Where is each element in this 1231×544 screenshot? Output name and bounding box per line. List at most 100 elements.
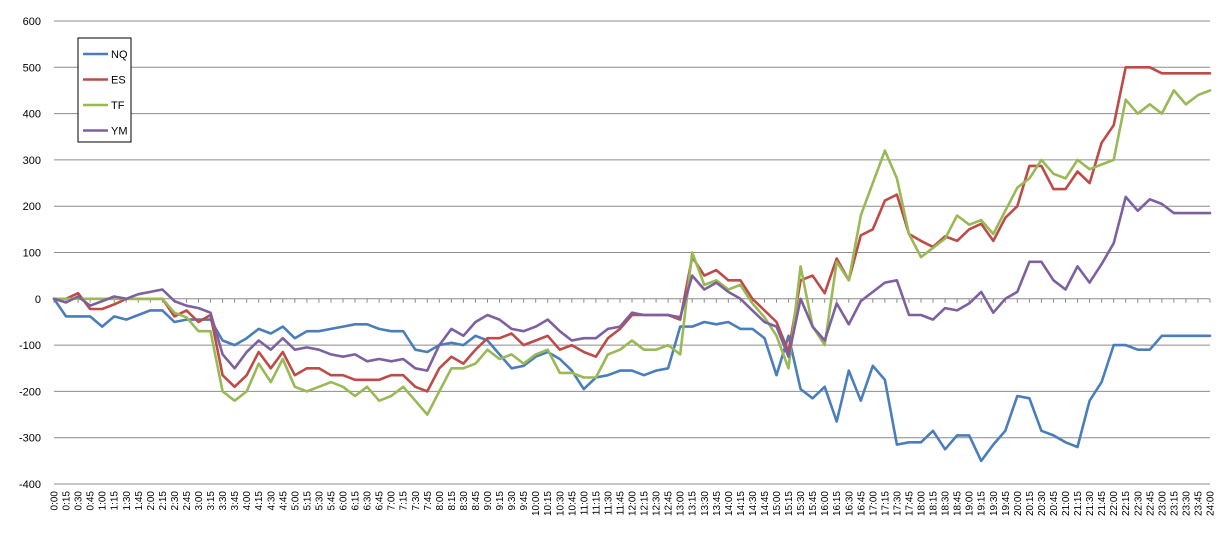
x-tick-label: 2:00: [146, 491, 157, 511]
series-lines: [52, 66, 1212, 463]
x-tick-label: 2:30: [170, 491, 181, 511]
x-tick-label: 0:00: [50, 491, 61, 511]
x-tick-label: 8:45: [471, 491, 482, 511]
y-tick-label: 500: [23, 62, 41, 74]
x-tick-label: 5:15: [302, 491, 313, 511]
x-tick-label: 17:00: [868, 491, 879, 516]
legend-label-es: ES: [111, 75, 126, 87]
x-tick-label: 15:00: [772, 491, 783, 516]
x-tick-label: 16:30: [844, 491, 855, 516]
x-tick-label: 6:30: [363, 491, 374, 511]
x-tick-label: 12:15: [640, 491, 651, 516]
x-tick-label: 21:15: [1073, 491, 1084, 516]
x-tick-label: 18:45: [953, 491, 964, 516]
x-tick-label: 11:45: [615, 491, 626, 516]
x-tick-label: 20:00: [1013, 491, 1024, 516]
x-tick-label: 16:00: [820, 491, 831, 516]
x-tick-label: 11:30: [603, 491, 614, 516]
x-tick-label: 0:45: [86, 491, 97, 511]
x-tick-label: 4:00: [242, 491, 253, 511]
series-line-tf: [52, 89, 1212, 416]
x-tick-label: 22:30: [1133, 491, 1144, 516]
x-tick-label: 14:30: [748, 491, 759, 516]
y-tick-label: 400: [23, 109, 41, 121]
x-tick-label: 6:00: [339, 491, 350, 511]
x-tick-label: 9:30: [507, 491, 518, 511]
legend: NQ ES TF YM: [77, 37, 132, 143]
x-tick-label: 17:30: [892, 491, 903, 516]
x-tick-label: 9:00: [483, 491, 494, 511]
x-tick-label: 10:15: [543, 491, 554, 516]
x-tick-label: 8:15: [447, 491, 458, 511]
x-tick-label: 20:15: [1025, 491, 1036, 516]
x-tick-label: 7:00: [387, 491, 398, 511]
x-tick-label: 24:00: [1206, 491, 1217, 516]
x-tick-label: 16:15: [832, 491, 843, 516]
x-tick-label: 17:45: [904, 491, 915, 516]
legend-label-ym: YM: [111, 126, 128, 138]
x-tick-label: 10:00: [531, 491, 542, 516]
x-tick-label: 15:30: [796, 491, 807, 516]
x-tick-label: 1:45: [134, 491, 145, 511]
x-tick-label: 21:30: [1085, 491, 1096, 516]
x-tick-label: 22:00: [1109, 491, 1120, 516]
x-tick-label: 21:45: [1097, 491, 1108, 516]
legend-label-tf: TF: [111, 100, 125, 112]
x-tick-label: 13:45: [712, 491, 723, 516]
x-tick-label: 12:45: [664, 491, 675, 516]
x-tick-label: 4:45: [278, 491, 289, 511]
x-tick-label: 19:30: [989, 491, 1000, 516]
x-tick-label: 20:45: [1049, 491, 1060, 516]
x-tick-label: 6:45: [375, 491, 386, 511]
x-tick-label: 13:00: [676, 491, 687, 516]
x-tick-label: 10:45: [567, 491, 578, 516]
legend-box: [77, 37, 132, 143]
y-tick-label: 600: [23, 16, 41, 28]
x-tick-label: 4:15: [254, 491, 265, 511]
series-line-nq: [52, 297, 1212, 463]
x-tick-label: 13:15: [688, 491, 699, 516]
x-tick-label: 22:15: [1121, 491, 1132, 516]
y-tick-label: -300: [19, 433, 41, 445]
y-tick-label: -400: [19, 479, 41, 491]
y-tick-label: -200: [19, 386, 41, 398]
x-tick-label: 23:15: [1169, 491, 1180, 516]
x-tick-label: 18:00: [917, 491, 928, 516]
x-tick-label: 10:30: [555, 491, 566, 516]
x-tick-label: 0:30: [74, 491, 85, 511]
x-tick-label: 14:15: [736, 491, 747, 516]
x-tick-label: 0:15: [62, 491, 73, 511]
x-tick-label: 2:15: [158, 491, 169, 511]
x-tick-label: 7:15: [399, 491, 410, 511]
y-tick-label: -100: [19, 340, 41, 352]
x-tick-label: 11:15: [591, 491, 602, 516]
y-tick-label: 200: [23, 201, 41, 213]
y-tick-label: 0: [35, 294, 41, 306]
x-tick-label: 17:15: [880, 491, 891, 516]
series-line-ym: [52, 195, 1212, 372]
x-tick-label: 5:00: [290, 491, 301, 511]
x-tick-label: 8:00: [435, 491, 446, 511]
x-tick-label: 2:45: [182, 491, 193, 511]
x-tick-label: 5:30: [314, 491, 325, 511]
x-tick-label: 21:00: [1061, 491, 1072, 516]
x-tick-label: 1:15: [110, 491, 121, 511]
x-tick-label: 6:15: [351, 491, 362, 511]
x-tick-label: 9:15: [495, 491, 506, 511]
x-tick-label: 16:45: [856, 491, 867, 516]
x-tick-label: 7:45: [423, 491, 434, 511]
x-tick-label: 7:30: [411, 491, 422, 511]
x-tick-label: 4:30: [266, 491, 277, 511]
x-tick-label: 3:45: [230, 491, 241, 511]
x-tick-label: 3:15: [206, 491, 217, 511]
x-tick-label: 18:15: [929, 491, 940, 516]
x-tick-label: 23:30: [1181, 491, 1192, 516]
x-tick-label: 20:30: [1037, 491, 1048, 516]
x-tick-label: 19:15: [977, 491, 988, 516]
x-tick-label: 3:30: [218, 491, 229, 511]
y-axis-tick-labels: -400 -300 -200 -100 0 100 200 300 400 500 600: [19, 16, 41, 491]
x-tick-label: 15:15: [784, 491, 795, 516]
x-tick-label: 5:45: [326, 491, 337, 511]
x-tick-label: 23:45: [1193, 491, 1204, 516]
